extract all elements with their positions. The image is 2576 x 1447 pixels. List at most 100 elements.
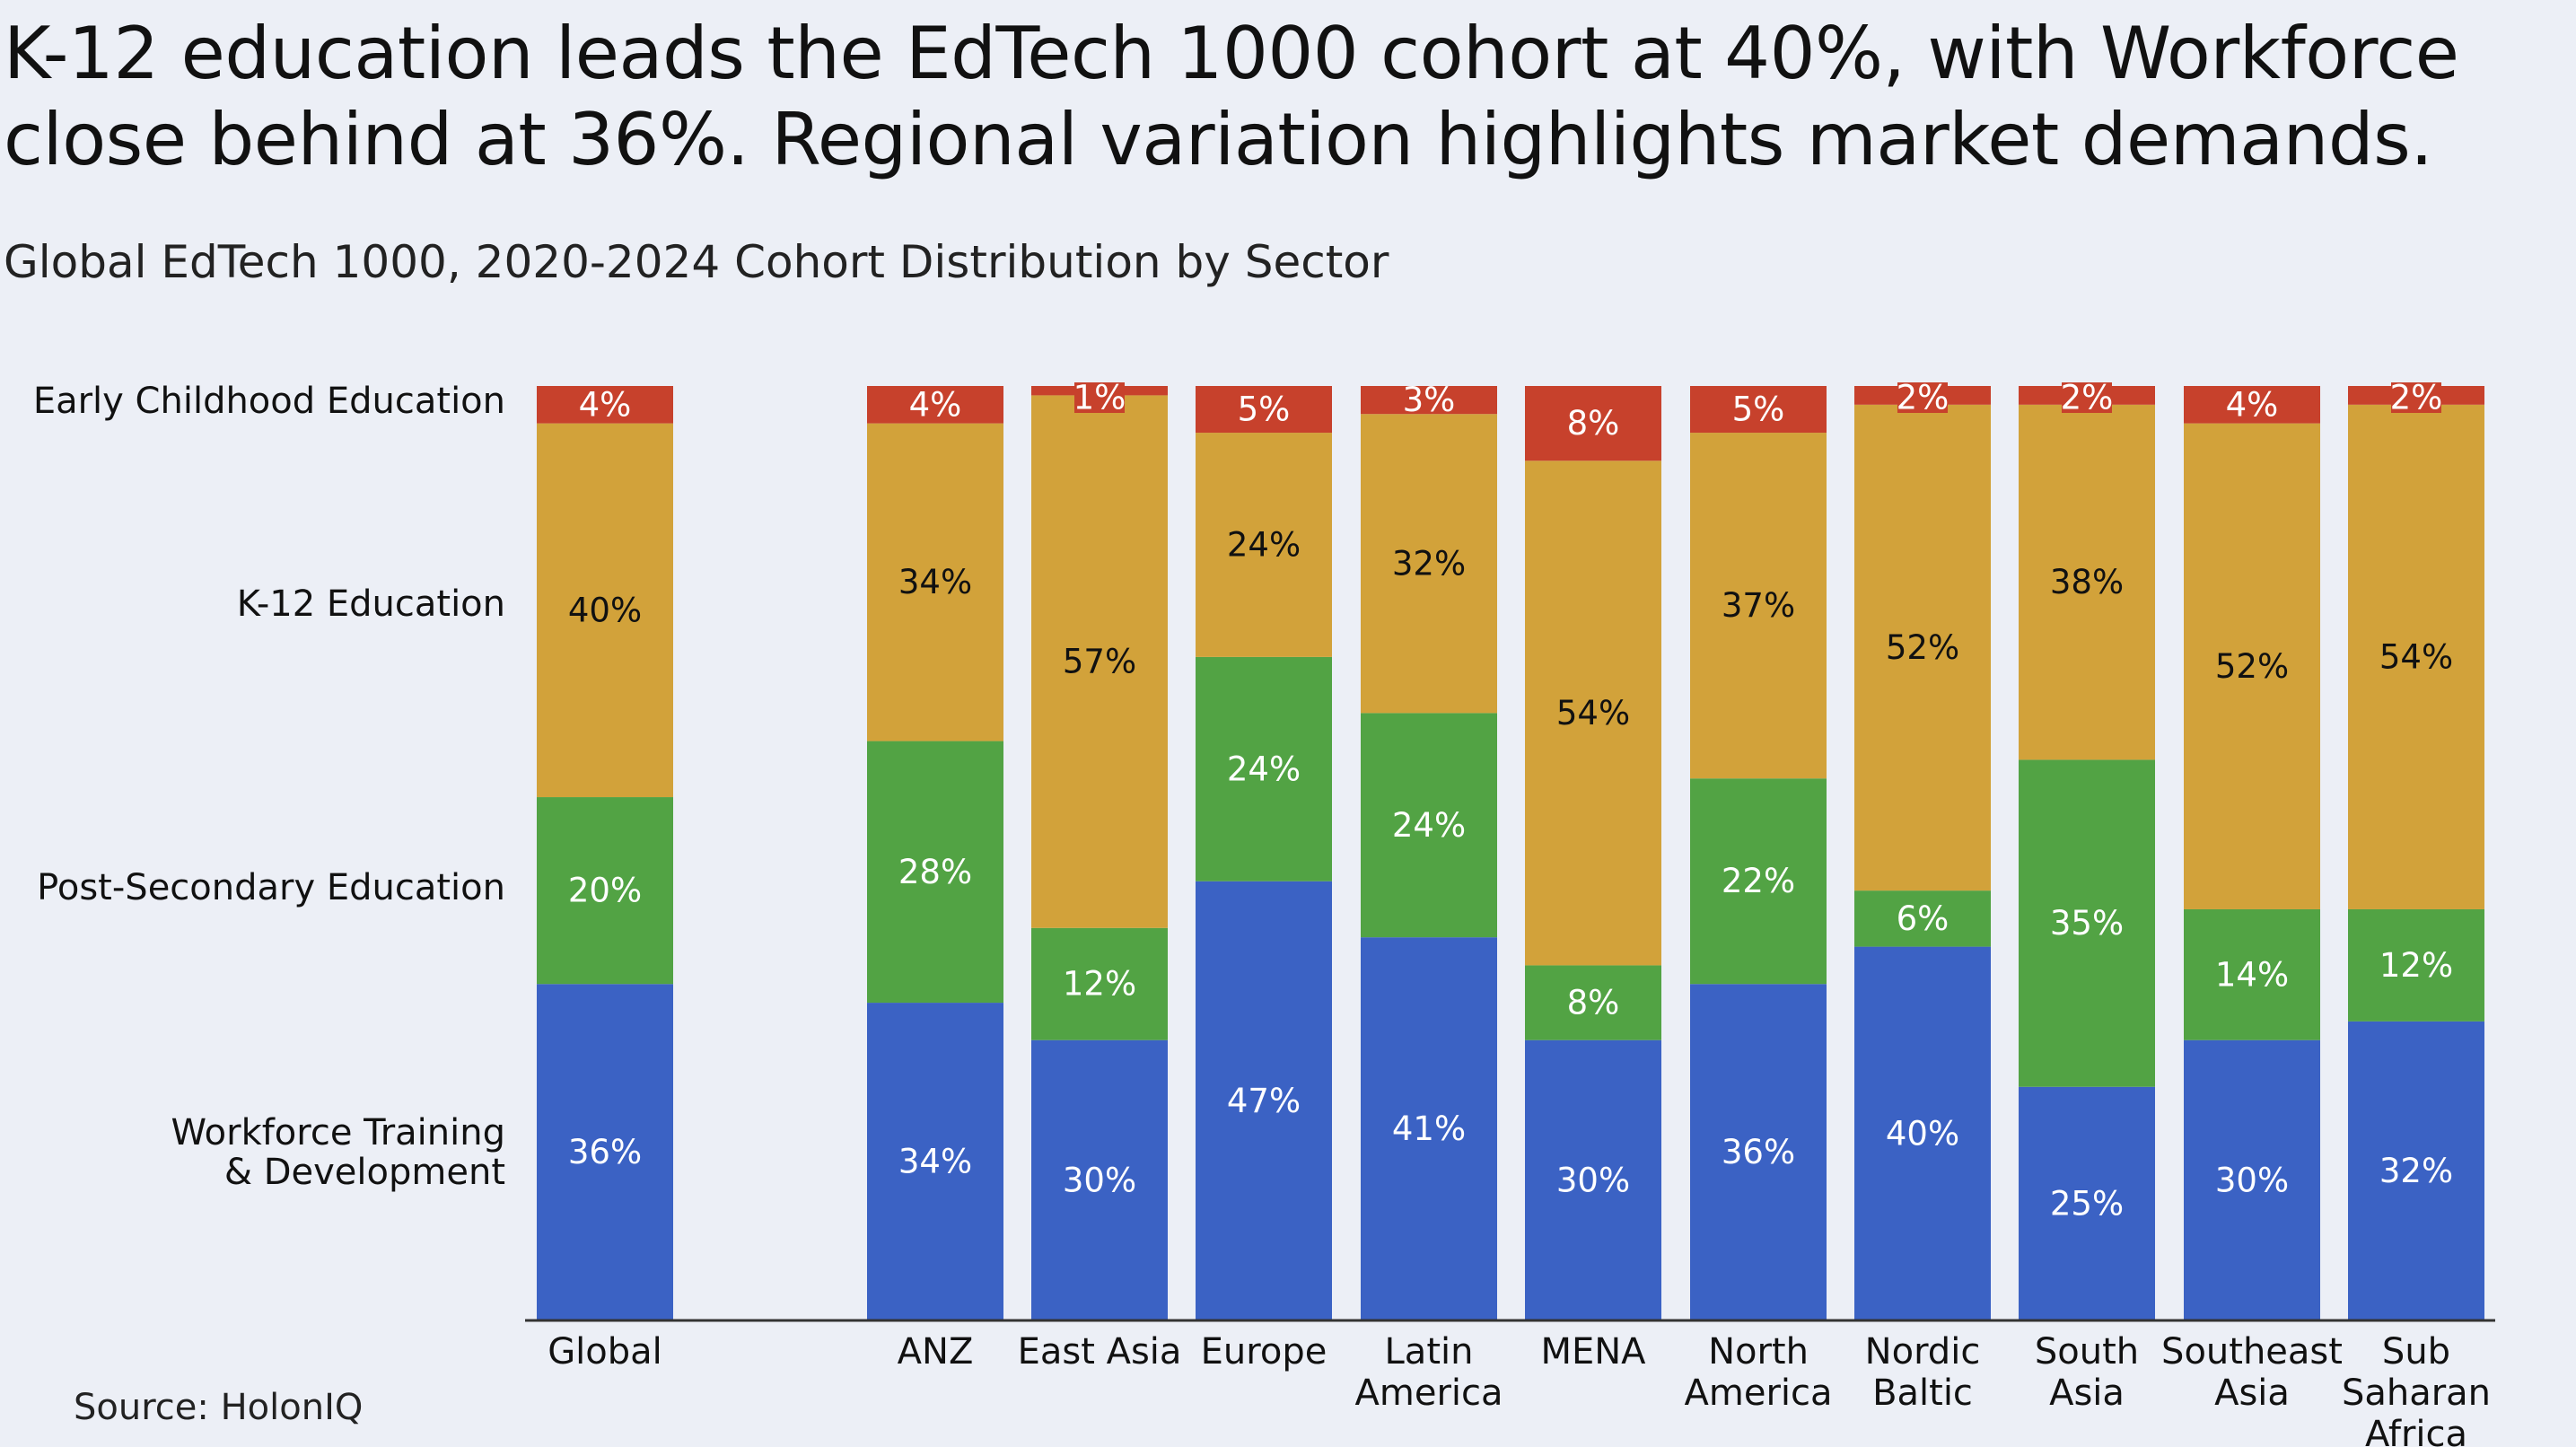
segment-label-europe-post-secondary-education: 24% xyxy=(1227,750,1301,788)
segment-label-north-america-workforce-training-development: 36% xyxy=(1722,1133,1795,1171)
segment-label-anz-workforce-training-development: 34% xyxy=(898,1143,972,1181)
segment-label-europe-early-childhood-education: 5% xyxy=(1238,390,1291,429)
segment-label-mena-early-childhood-education: 8% xyxy=(1567,404,1620,443)
category-label-global: Global xyxy=(548,1331,662,1372)
segment-label-latin-america-early-childhood-education: 3% xyxy=(1403,381,1456,419)
bar-segment-europe-workforce-training-development xyxy=(1196,881,1332,1320)
bar-segment-nordic-baltic-k-12-education xyxy=(1854,404,1991,891)
bar-segment-north-america-post-secondary-education xyxy=(1690,778,1827,985)
segment-label-mena-k-12-education: 54% xyxy=(1556,694,1630,732)
bar-segment-europe-post-secondary-education xyxy=(1196,656,1332,881)
segment-label-east-asia-k-12-education: 57% xyxy=(1063,643,1136,681)
row-label-workforce-training-development-line-1: Workforce Training xyxy=(171,1112,505,1153)
segment-label-south-asia-post-secondary-education: 35% xyxy=(2050,904,2124,943)
category-label-sub-saharan-africa: Sub Saharan Africa xyxy=(2342,1331,2491,1447)
segment-label-mena-post-secondary-education: 8% xyxy=(1567,984,1620,1022)
category-label-southeast-asia: Southeast Asia xyxy=(2161,1331,2343,1414)
bar-segment-mena-workforce-training-development xyxy=(1525,1039,1661,1320)
segment-label-latin-america-post-secondary-education: 24% xyxy=(1392,806,1466,845)
bar-segment-east-asia-post-secondary-education xyxy=(1031,927,1168,1040)
bar-segment-global-early-childhood-education xyxy=(537,386,673,424)
category-label-north-america: North America xyxy=(1685,1331,1833,1414)
category-label-mena: MENA xyxy=(1540,1331,1646,1372)
segment-label-nordic-baltic-workforce-training-development: 40% xyxy=(1886,1114,1959,1153)
chart-headline: K-12 education leads the EdTech 1000 coh… xyxy=(4,12,2459,181)
segment-label-nordic-baltic-k-12-education: 52% xyxy=(1886,628,1959,667)
row-label-k-12-education: K-12 Education xyxy=(237,583,505,625)
bar-segment-anz-k-12-education xyxy=(867,423,1003,741)
bar-segment-southeast-asia-k-12-education xyxy=(2184,423,2320,909)
bar-segment-latin-america-early-childhood-education xyxy=(1361,386,1497,415)
bar-segment-global-k-12-education xyxy=(537,423,673,798)
bar-segment-global-post-secondary-education xyxy=(537,797,673,985)
segment-label-east-asia-post-secondary-education: 12% xyxy=(1063,965,1136,1004)
category-label-anz: ANZ xyxy=(898,1331,974,1372)
segment-label-bg-nordic-baltic xyxy=(1897,382,1948,413)
segment-label-south-asia-k-12-education: 38% xyxy=(2050,563,2124,601)
row-label-early-childhood-education: Early Childhood Education xyxy=(33,381,505,422)
segment-label-east-asia-early-childhood-education: 1% xyxy=(1073,379,1126,417)
segment-label-nordic-baltic-early-childhood-education: 2% xyxy=(1897,379,1950,417)
segment-label-global-k-12-education: 40% xyxy=(568,591,642,629)
category-label-latin-america: Latin America xyxy=(1355,1331,1503,1414)
segment-label-southeast-asia-workforce-training-development: 30% xyxy=(2215,1161,2289,1199)
bar-segment-latin-america-post-secondary-education xyxy=(1361,713,1497,938)
bar-segment-east-asia-k-12-education xyxy=(1031,395,1168,928)
segment-label-nordic-baltic-post-secondary-education: 6% xyxy=(1897,899,1950,938)
bar-segment-latin-america-workforce-training-development xyxy=(1361,937,1497,1320)
segment-label-south-asia-workforce-training-development: 25% xyxy=(2050,1184,2124,1223)
bar-segment-south-asia-workforce-training-development xyxy=(2019,1086,2155,1320)
segment-label-latin-america-workforce-training-development: 41% xyxy=(1392,1109,1466,1148)
category-labels: Global ANZ East Asia Europe Latin America MENA… xyxy=(548,1331,2491,1447)
segment-label-north-america-k-12-education: 37% xyxy=(1722,586,1795,625)
segment-label-europe-workforce-training-development: 47% xyxy=(1227,1082,1301,1120)
row-labels: Early Childhood Education K-12 Education P… xyxy=(33,381,505,1193)
segment-label-south-asia-early-childhood-education: 2% xyxy=(2061,379,2114,417)
bar-segments xyxy=(537,386,2484,1320)
bar-segment-europe-early-childhood-education xyxy=(1196,386,1332,434)
bar-segment-sub-saharan-africa-k-12-education xyxy=(2348,404,2484,909)
bar-segment-south-asia-post-secondary-education xyxy=(2019,759,2155,1087)
row-label-workforce-training-development-line-2: & Development xyxy=(224,1152,505,1193)
bar-segment-anz-early-childhood-education xyxy=(867,386,1003,424)
category-label-south-asia: South Asia xyxy=(2035,1331,2139,1414)
row-label-post-secondary-education: Post-Secondary Education xyxy=(37,867,505,908)
category-label-east-asia: East Asia xyxy=(1018,1331,1182,1372)
bar-segment-southeast-asia-workforce-training-development xyxy=(2184,1039,2320,1320)
bar-segment-global-workforce-training-development xyxy=(537,984,673,1320)
category-label-europe: Europe xyxy=(1201,1331,1327,1372)
bar-segment-south-asia-k-12-education xyxy=(2019,404,2155,760)
bar-segment-sub-saharan-africa-post-secondary-education xyxy=(2348,908,2484,1022)
bar-segment-southeast-asia-post-secondary-education xyxy=(2184,908,2320,1040)
segment-label-north-america-early-childhood-education: 5% xyxy=(1732,390,1785,429)
segment-label-anz-early-childhood-education: 4% xyxy=(909,385,962,424)
bar-segment-mena-post-secondary-education xyxy=(1525,965,1661,1040)
segment-label-mena-workforce-training-development: 30% xyxy=(1556,1161,1630,1199)
segment-label-sub-saharan-africa-early-childhood-education: 2% xyxy=(2390,379,2443,417)
segment-label-southeast-asia-post-secondary-education: 14% xyxy=(2215,955,2289,994)
segment-label-bg-south-asia xyxy=(2062,382,2112,413)
segment-label-southeast-asia-early-childhood-education: 4% xyxy=(2226,385,2279,424)
bar-segment-north-america-early-childhood-education xyxy=(1690,386,1827,434)
bar-segment-europe-k-12-education xyxy=(1196,433,1332,657)
segment-label-sub-saharan-africa-workforce-training-development: 32% xyxy=(2379,1152,2453,1190)
chart-subtitle: Global EdTech 1000, 2020-2024 Cohort Dis… xyxy=(4,236,1389,288)
bar-segment-nordic-baltic-workforce-training-development xyxy=(1854,946,1991,1320)
source-note: Source: HolonIQ xyxy=(74,1387,364,1428)
bar-segment-southeast-asia-early-childhood-education xyxy=(2184,386,2320,424)
segment-label-bg-sub-saharan-africa xyxy=(2391,382,2441,413)
segment-label-sub-saharan-africa-post-secondary-education: 12% xyxy=(2379,946,2453,985)
bar-segment-north-america-workforce-training-development xyxy=(1690,984,1827,1320)
segment-label-global-post-secondary-education: 20% xyxy=(568,872,642,910)
segment-label-anz-k-12-education: 34% xyxy=(898,563,972,601)
segment-label-latin-america-k-12-education: 32% xyxy=(1392,544,1466,583)
segment-label-north-america-post-secondary-education: 22% xyxy=(1722,862,1795,900)
bar-segment-mena-early-childhood-education xyxy=(1525,386,1661,461)
segment-label-southeast-asia-k-12-education: 52% xyxy=(2215,647,2289,686)
segment-labels: 36% 20% 40% 4% 34% 28% 34% 4% 30% 12% 57% 1% 47% 24% 2… xyxy=(568,379,2453,1223)
bar-segment-nordic-baltic-post-secondary-education xyxy=(1854,890,1991,947)
bar-segment-anz-post-secondary-education xyxy=(867,741,1003,1004)
segment-label-global-early-childhood-education: 4% xyxy=(579,385,632,424)
bar-segment-north-america-k-12-education xyxy=(1690,433,1827,779)
